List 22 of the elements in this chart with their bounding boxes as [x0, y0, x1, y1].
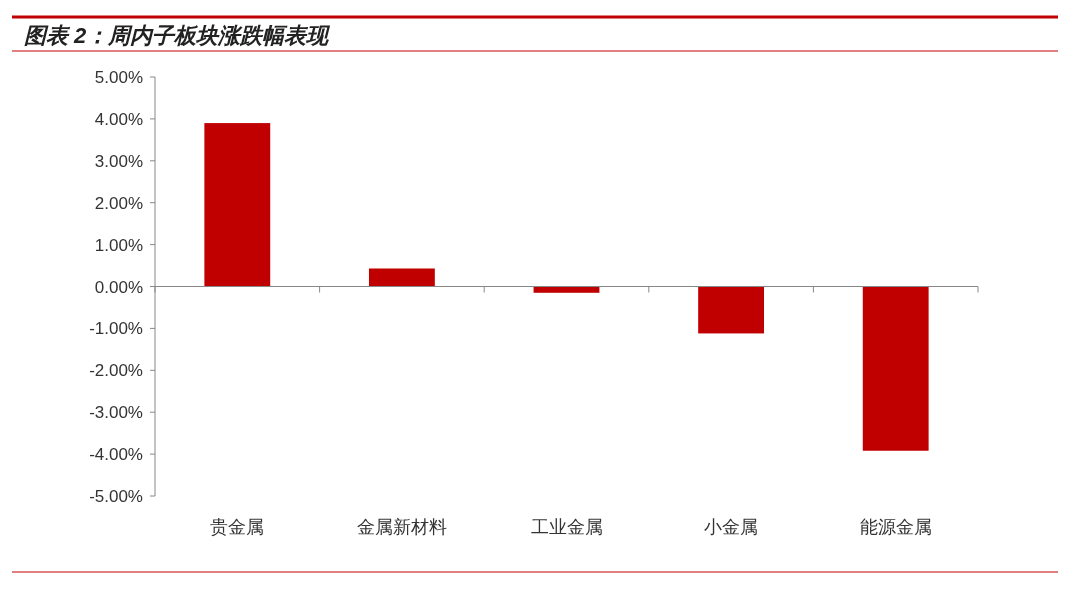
y-tick-label: 2.00%	[94, 193, 143, 213]
y-tick-label: -3.00%	[89, 403, 143, 423]
y-tick-label: 1.00%	[94, 235, 143, 255]
bar	[368, 268, 435, 287]
x-tick-label: 能源金属	[859, 517, 932, 537]
bar	[204, 123, 271, 287]
y-tick-label: -5.00%	[89, 487, 143, 506]
y-tick-label: -2.00%	[89, 361, 143, 381]
bar	[533, 286, 600, 293]
chart-title: 图表 2：周内子板块涨跌幅表现	[24, 23, 332, 48]
x-tick-label: 小金属	[704, 517, 759, 537]
x-tick-label: 贵金属	[210, 517, 265, 537]
y-tick-label: 5.00%	[94, 68, 143, 87]
y-tick-label: 4.00%	[94, 109, 143, 129]
x-tick-label: 工业金属	[530, 517, 603, 537]
x-tick-label: 金属新材料	[356, 517, 447, 537]
y-tick-label: -4.00%	[89, 445, 143, 465]
bar	[698, 286, 765, 334]
y-tick-label: -1.00%	[89, 319, 143, 339]
y-tick-label: 3.00%	[94, 151, 143, 171]
bar	[862, 286, 929, 451]
y-tick-label: 0.00%	[94, 277, 143, 297]
